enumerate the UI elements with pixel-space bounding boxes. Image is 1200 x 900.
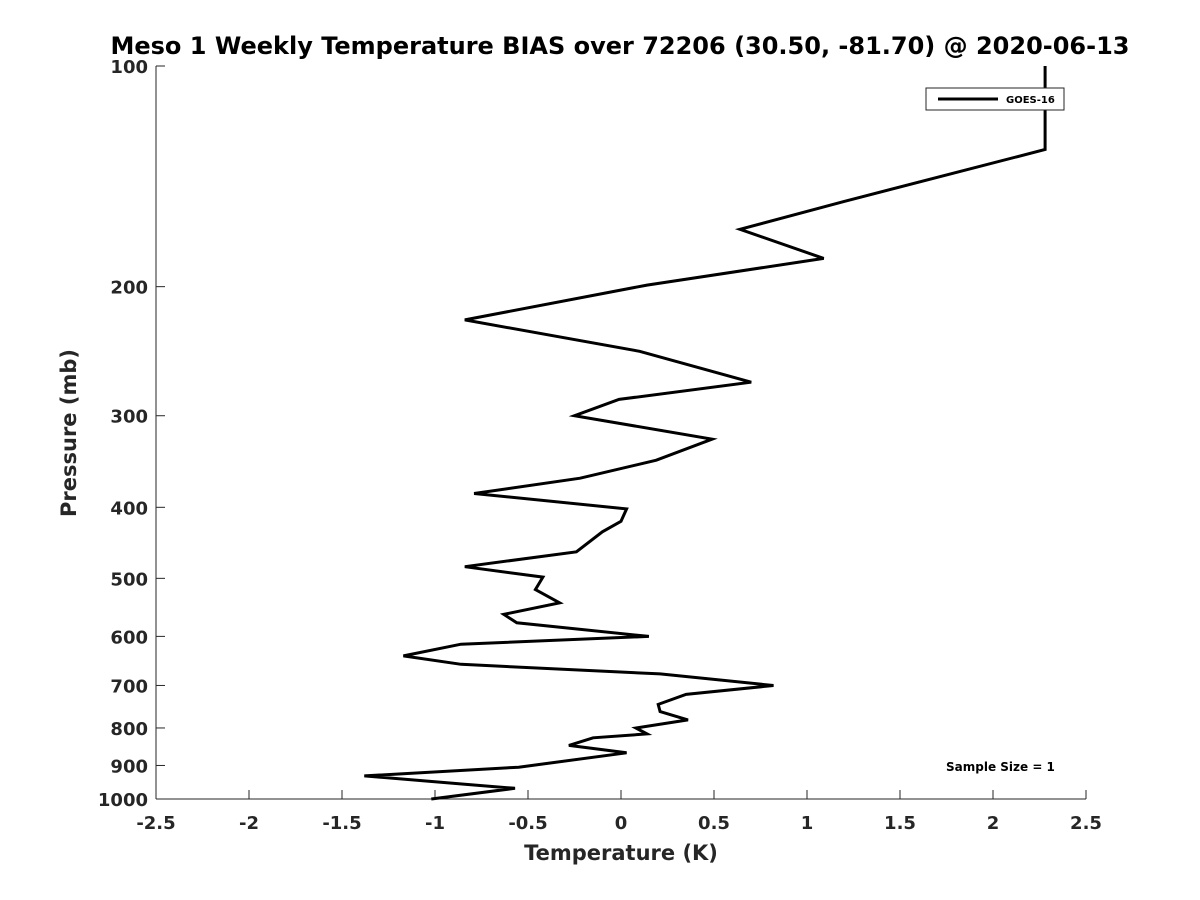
- y-tick-label: 700: [110, 676, 148, 697]
- x-tick-label: -1: [425, 813, 445, 834]
- x-tick-label: 2: [987, 813, 1000, 834]
- y-tick-label: 300: [110, 407, 148, 428]
- y-tick-label: 200: [110, 278, 148, 299]
- y-tick-label: 500: [110, 569, 148, 590]
- y-tick-label: 900: [110, 756, 148, 777]
- y-tick-label: 400: [110, 498, 148, 519]
- x-tick-label: 1.5: [884, 813, 916, 834]
- chart-title: Meso 1 Weekly Temperature BIAS over 7220…: [110, 32, 1129, 60]
- x-tick-label: -1.5: [322, 813, 361, 834]
- x-tick-label: 1: [801, 813, 814, 834]
- x-axis-label: Temperature (K): [524, 841, 718, 865]
- x-tick-label: -0.5: [508, 813, 547, 834]
- x-tick-label: -2.5: [136, 813, 175, 834]
- y-tick-label: 1000: [98, 790, 148, 811]
- x-tick-label: 2.5: [1070, 813, 1102, 834]
- sample-size-annotation: Sample Size = 1: [946, 760, 1055, 774]
- x-tick-label: -2: [239, 813, 259, 834]
- y-tick-label: 600: [110, 627, 148, 648]
- series-line-goes-16: [364, 66, 1047, 801]
- x-axis-ticks: -2.5 -2 -1.5 -1 -0.5 0 0.5 1 1.5 2 2.5: [136, 790, 1102, 834]
- y-tick-label: 100: [110, 57, 148, 78]
- x-tick-label: 0.5: [698, 813, 730, 834]
- x-tick-label: 0: [615, 813, 628, 834]
- legend-entry-goes-16: GOES-16: [1006, 95, 1055, 106]
- y-axis-label: Pressure (mb): [57, 349, 81, 517]
- legend: GOES-16: [925, 87, 1065, 111]
- y-tick-label: 800: [110, 719, 148, 740]
- y-axis-ticks: 100 200 300 400 500 600 700 800 900 1000: [98, 57, 165, 811]
